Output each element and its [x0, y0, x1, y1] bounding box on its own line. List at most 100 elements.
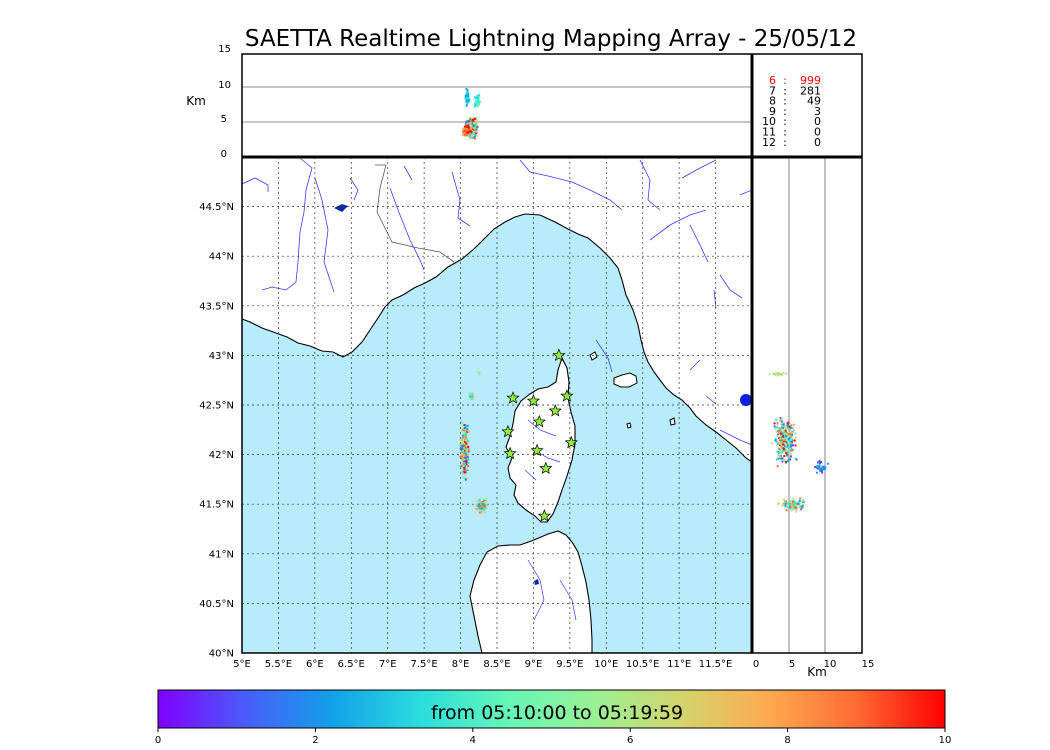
side-point: [798, 503, 801, 506]
lon-tick-label: 5.5°E: [265, 659, 292, 670]
altitude-point: [465, 105, 468, 108]
side-point: [793, 500, 796, 503]
lightning-point: [461, 437, 464, 440]
side-point: [792, 448, 795, 451]
altitude-point: [472, 116, 475, 119]
side-point: [815, 466, 818, 469]
station-star: [564, 435, 578, 449]
lat-tick-label: 44.5°N: [199, 202, 234, 213]
lat-tick-label: 40.5°N: [199, 599, 234, 610]
lon-tick-label: 11°E: [667, 659, 691, 670]
lightning-point: [480, 511, 483, 514]
side-point: [788, 425, 791, 428]
lightning-point: [466, 428, 469, 431]
lon-tick-label: 9°E: [525, 659, 543, 670]
side-point: [781, 426, 783, 428]
side-point: [800, 500, 803, 503]
side-point: [791, 449, 794, 452]
side-tick-15: 15: [862, 659, 875, 670]
station-count-stations: 9: [769, 105, 776, 118]
side-point: [787, 421, 790, 424]
altitude-point: [462, 127, 465, 130]
lightning-point: [478, 498, 481, 501]
montecristo-island: [626, 422, 632, 429]
lightning-point: [466, 456, 469, 459]
altitude-point: [473, 122, 476, 125]
lightning-point: [463, 436, 466, 439]
side-point: [768, 372, 771, 375]
side-point: [784, 444, 787, 446]
lightning-point: [465, 444, 468, 447]
side-point: [779, 457, 782, 460]
lon-tick-label: 10°E: [594, 659, 618, 670]
side-point: [777, 429, 780, 432]
colorbar-time-range-label: from 05:10:00 to 05:19:59: [431, 702, 683, 724]
station-count-sep: :: [783, 95, 787, 108]
lightning-point: [478, 371, 481, 374]
lightning-point: [478, 503, 481, 506]
side-point: [795, 501, 798, 504]
side-point: [781, 421, 784, 424]
lightning-point: [464, 436, 467, 439]
side-point: [779, 455, 782, 458]
altitude-point: [473, 133, 476, 136]
lat-tick-label: 43.5°N: [199, 301, 234, 312]
side-point: [784, 442, 787, 445]
lightning-point: [471, 395, 473, 398]
side-point: [778, 444, 781, 446]
lightning-point: [477, 505, 480, 508]
lightning-point: [467, 440, 470, 443]
altitude-point: [474, 105, 476, 108]
side-point: [783, 455, 786, 457]
side-point: [788, 428, 791, 431]
lightning-point: [462, 440, 465, 443]
station-count-row: 11: 0: [762, 126, 821, 139]
altitude-point: [475, 118, 478, 121]
side-point: [801, 504, 804, 507]
side-point: [779, 442, 782, 445]
side-point: [776, 458, 778, 461]
side-point: [782, 371, 785, 374]
altitude-tick-5: 5: [221, 114, 227, 125]
side-point: [794, 457, 797, 460]
station-count-value: 49: [807, 95, 821, 108]
lightning-point: [464, 444, 467, 447]
lightning-point: [463, 471, 466, 474]
lightning-point: [478, 508, 481, 511]
altitude-point: [475, 117, 478, 119]
lightning-point: [465, 463, 468, 466]
altitude-unit-label: Km: [186, 94, 206, 108]
lightning-point: [462, 429, 465, 432]
lightning-point: [480, 506, 483, 508]
lon-tick-label: 7.5°E: [411, 659, 438, 670]
side-point: [821, 466, 824, 469]
lightning-point: [479, 505, 482, 508]
altitude-point: [467, 131, 470, 134]
lightning-point: [462, 465, 464, 467]
lightning-point: [461, 429, 463, 432]
station-count-stations: 10: [762, 115, 776, 128]
side-point: [776, 465, 779, 468]
altitude-point: [468, 116, 471, 119]
side-point: [788, 431, 791, 434]
side-point: [791, 427, 794, 430]
side-point: [794, 506, 797, 509]
lon-tick-label: 6°E: [306, 659, 324, 670]
lightning-point: [462, 446, 465, 449]
side-point: [790, 427, 792, 429]
lightning-point: [482, 504, 485, 507]
altitude-point: [473, 123, 476, 126]
station-count-row: 10: 0: [762, 115, 821, 128]
side-point: [782, 448, 785, 450]
station-count-value: 3: [814, 105, 821, 118]
rivers: [242, 157, 752, 446]
lightning-point: [461, 422, 464, 425]
side-point: [779, 439, 782, 442]
lightning-point: [466, 424, 469, 427]
colorbar-tick-label: 6: [627, 735, 633, 746]
side-point: [789, 447, 792, 450]
lightning-point: [467, 446, 470, 449]
side-point: [785, 452, 788, 455]
altitude-point: [467, 126, 470, 129]
side-point: [786, 432, 789, 435]
